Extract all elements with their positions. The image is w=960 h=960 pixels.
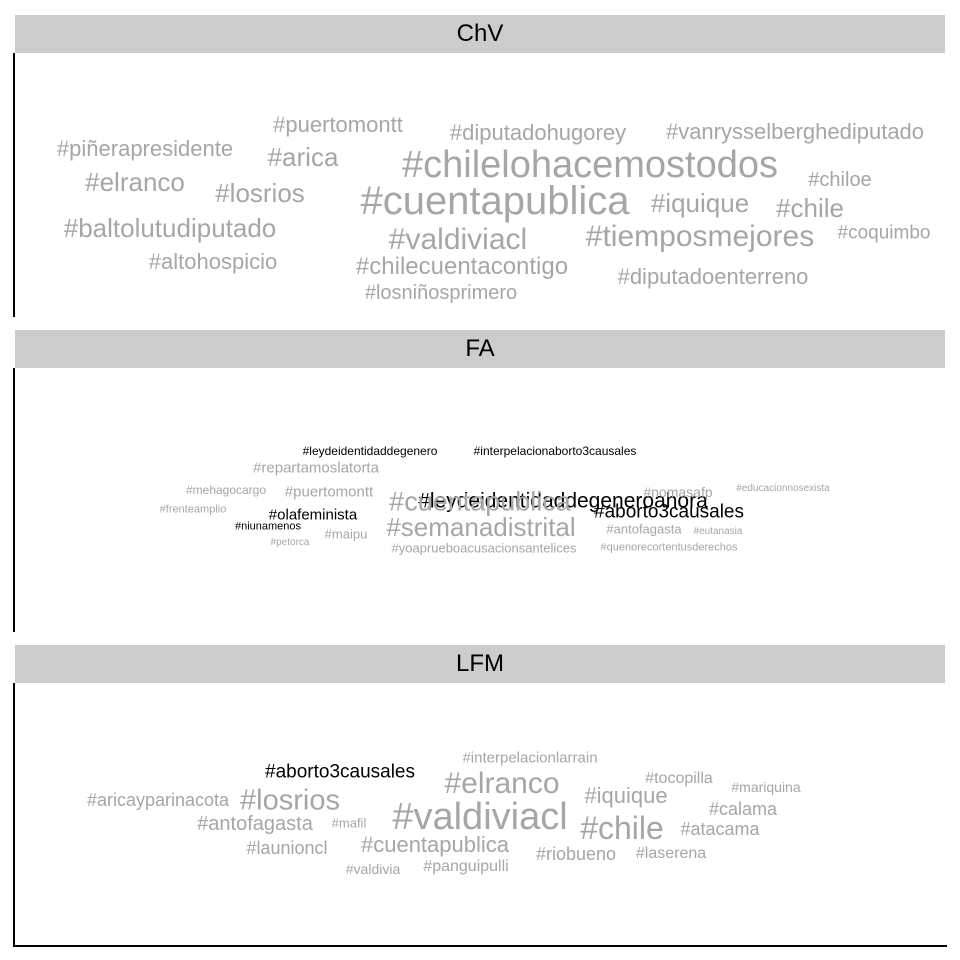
wordcloud-word: #chilelohacemostodos — [401, 144, 779, 186]
wordcloud-word: #launioncl — [246, 838, 328, 858]
wordcloud-word: #yoaprueboacusacionsantelices — [391, 540, 577, 556]
wordcloud-word: #aricayparinacota — [86, 790, 230, 810]
y-axis-line — [13, 683, 15, 947]
wordcloud-word: #eutanasia — [693, 526, 743, 537]
wordcloud-word: #altohospicio — [148, 249, 278, 274]
wordcloud-plot-area: #cuentapublica #chilelohacemostodos #valdi… — [13, 53, 945, 317]
wordcloud-word: #mafil — [331, 815, 367, 831]
wordcloud-word: #puertomontt — [284, 483, 374, 501]
wordcloud-word: #valdiviacl — [392, 796, 568, 838]
wordcloud-word: #piñerapresidente — [56, 136, 234, 161]
wordcloud-word: #quenorecortentusderechos — [600, 541, 738, 554]
wordcloud-word: #maipu — [324, 526, 368, 542]
wordcloud-word: #mariquina — [731, 779, 801, 795]
wordcloud-word: #iquique — [650, 188, 750, 218]
facet-panel-chv: ChV #cuentapublica #chilelohacemostodos #v… — [13, 15, 945, 317]
wordcloud-word: #diputadoenterreno — [617, 264, 809, 289]
wordcloud-word: #calama — [708, 799, 778, 819]
wordcloud-word: #nomasafp — [643, 484, 713, 500]
wordcloud-word: #elranco — [85, 167, 185, 197]
wordcloud-word: #petorca — [270, 537, 310, 548]
wordcloud-word: #losrios — [240, 784, 340, 817]
y-axis-line — [13, 368, 15, 632]
wordcloud-word: #chile — [776, 193, 844, 223]
wordcloud-word: #elranco — [444, 767, 560, 800]
wordcloud-word: #frenteamplio — [159, 503, 227, 516]
wordcloud-word: #chiloe — [808, 169, 872, 191]
wordcloud-word: #diputadohugorey — [449, 120, 627, 145]
wordcloud-word: #losniñosprimero — [364, 282, 518, 304]
wordcloud-word: #panguipulli — [423, 858, 509, 875]
wordcloud-word: #chilecuentacontigo — [355, 253, 569, 280]
wordcloud-word: #aborto3causales — [594, 501, 744, 523]
wordcloud-word: #laserena — [635, 845, 707, 862]
wordcloud-word: #repartamoslatorta — [253, 459, 379, 477]
wordcloud-word: #mehagocargo — [185, 483, 267, 497]
wordcloud-word: #valdiviacl — [388, 223, 528, 256]
wordcloud-word: #interpelacionlarrain — [462, 749, 598, 767]
facet-panel-lfm: LFM #aborto3causales #valdiviacl #chile #el… — [13, 645, 947, 947]
wordcloud-plot-area: #leydeidentidaddegeneroahora #aborto3caus… — [13, 368, 945, 632]
wordcloud-word: #atacama — [680, 819, 760, 839]
wordcloud-word: #olafeminista — [268, 506, 358, 524]
wordcloud-word: #interpelacionaborto3causales — [473, 444, 637, 458]
wordcloud-plot-area: #aborto3causales #valdiviacl #chile #elranc… — [13, 683, 947, 947]
wordcloud-word: #arica — [267, 142, 339, 172]
facet-strip-label: FA — [15, 330, 945, 368]
wordcloud-word: #coquimbo — [837, 222, 931, 244]
wordcloud-word: #educacionnosexista — [736, 483, 830, 494]
wordcloud-word: #tocopilla — [645, 770, 713, 787]
wordcloud-word: #riobueno — [535, 844, 617, 864]
y-axis-line — [13, 53, 15, 317]
wordcloud-word: #cuentapublica — [389, 486, 571, 517]
wordcloud-word: #valdivia — [345, 861, 401, 877]
wordcloud-word: #semanadistrital — [386, 512, 576, 542]
wordcloud-word: #puertomontt — [273, 112, 403, 137]
facet-strip-label: LFM — [15, 645, 945, 683]
wordcloud-word: #niunamenos — [234, 520, 302, 533]
wordcloud-word: #vanrysselberghediputado — [665, 119, 925, 144]
wordcloud-word: #chile — [580, 810, 664, 846]
wordcloud-word: #cuentapublica — [360, 832, 510, 857]
wordcloud-word: #baltolutudiputado — [63, 213, 277, 243]
wordcloud-word: #antofagasta — [197, 813, 313, 835]
wordcloud-word: #losrios — [215, 178, 305, 208]
wordcloud-word: #leydeidentidaddegenero — [302, 444, 438, 458]
wordcloud-word: #iquique — [584, 783, 668, 808]
x-axis-line — [13, 945, 947, 947]
facet-strip-label: ChV — [15, 15, 945, 53]
facet-panel-fa: FA #leydeidentidaddegeneroahora #aborto3c… — [13, 330, 945, 632]
wordcloud-word: #aborto3causales — [265, 761, 415, 783]
wordcloud-word: #leydeidentidaddegeneroahora — [418, 489, 708, 513]
wordcloud-word: #cuentapublica — [360, 179, 630, 223]
wordcloud-word: #tiemposmejores — [585, 220, 815, 253]
wordcloud-word: #antofagasta — [606, 521, 682, 537]
